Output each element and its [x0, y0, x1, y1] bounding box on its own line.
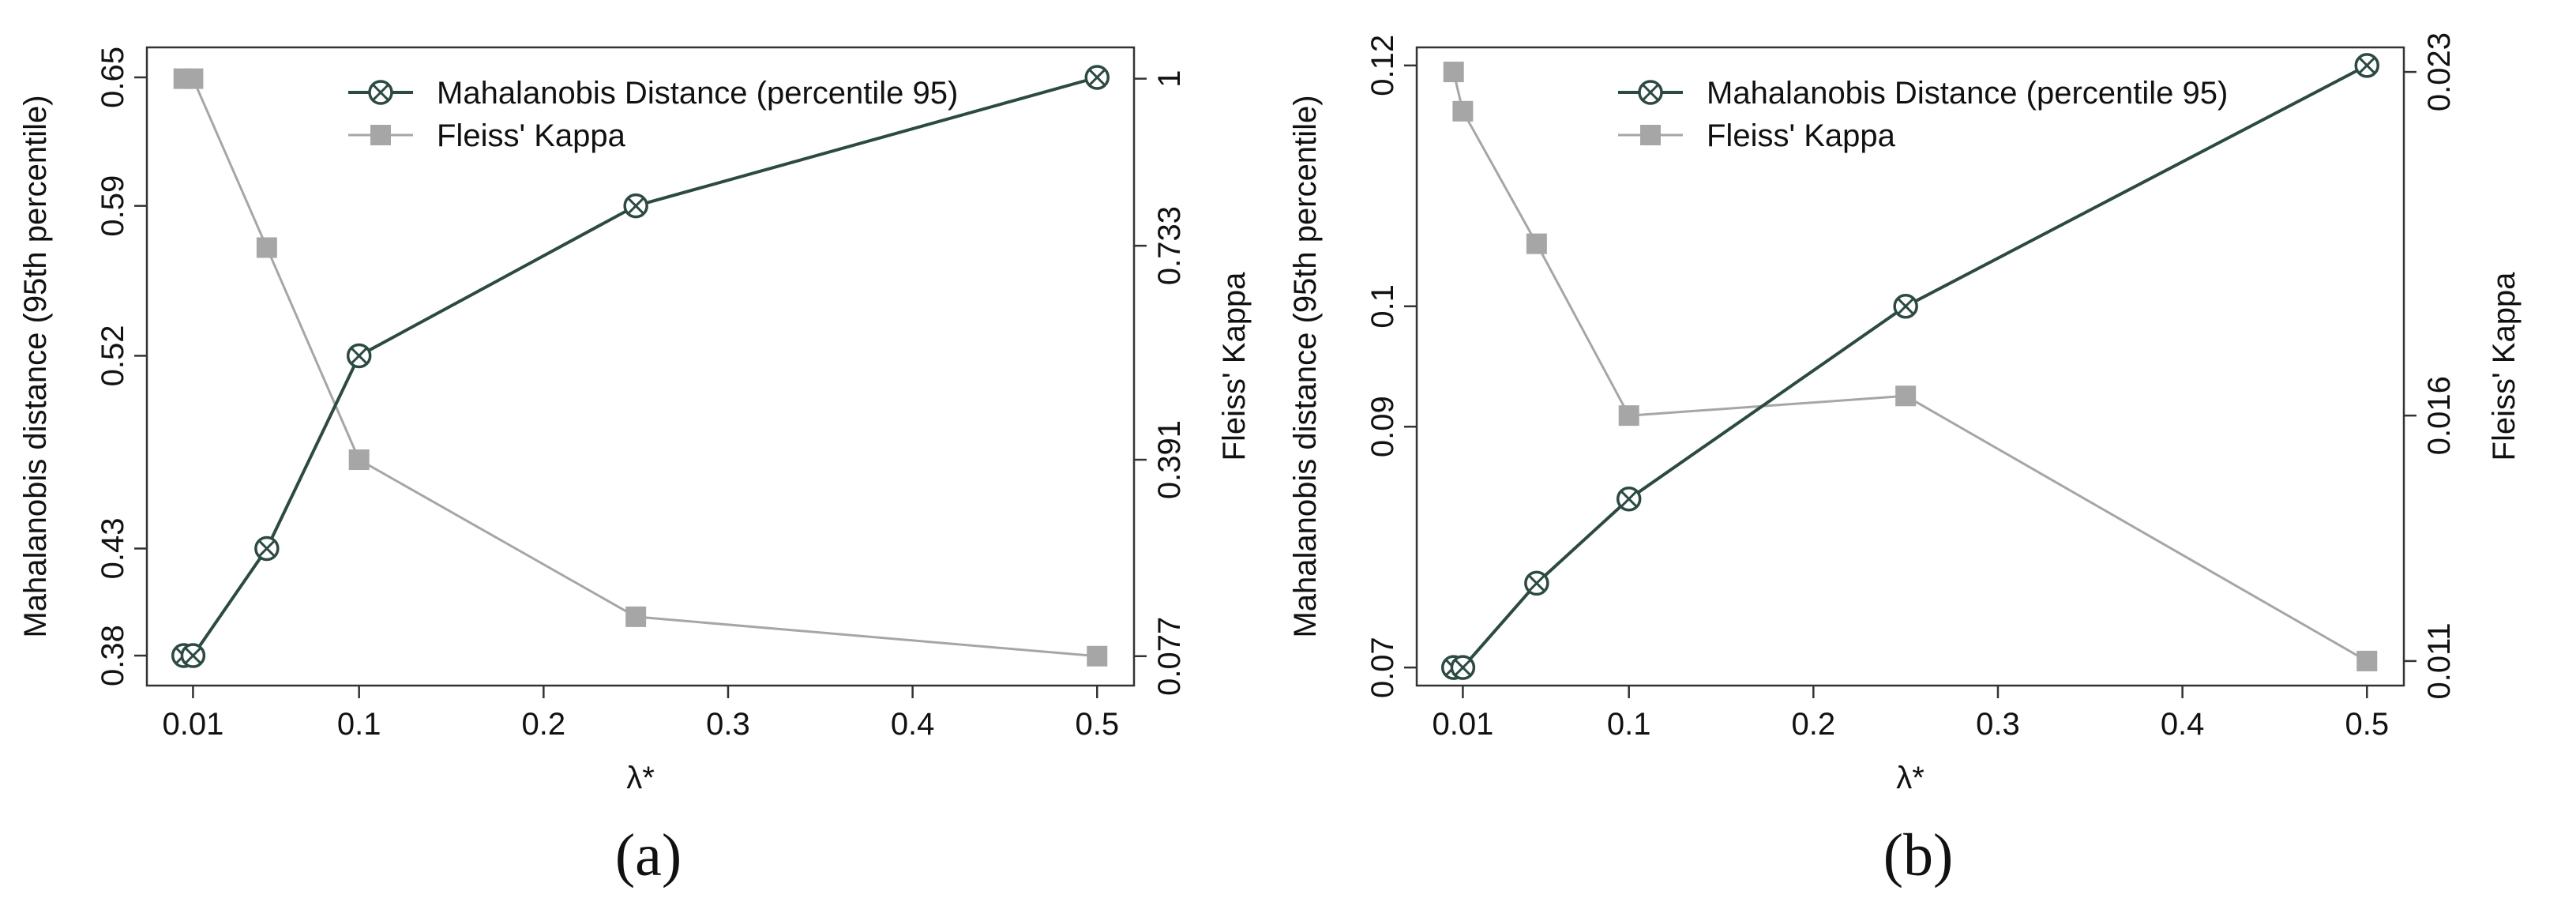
series-mahalanobis: [1440, 53, 2380, 680]
x-tick-label: 0.01: [1432, 707, 1493, 742]
series-line: [183, 76, 1098, 657]
series-line: [1453, 64, 2368, 670]
data-point-circle-x: [180, 643, 206, 668]
marker-cross-b: [627, 197, 645, 215]
legend-item: Mahalanobis Distance (percentile 95): [1618, 76, 2228, 111]
marker-cross-b: [350, 347, 368, 365]
legend: Mahalanobis Distance (percentile 95) Flei…: [348, 76, 958, 153]
right-tick-label: 0.023: [2422, 32, 2457, 111]
legend-marker-square: [370, 125, 391, 145]
right-tick-label: 0.391: [1152, 420, 1187, 499]
left-tick-label: 0.52: [96, 325, 130, 387]
data-point-square: [1087, 645, 1108, 667]
x-tick-label: 0.1: [1607, 707, 1651, 742]
plot-frame: [1415, 46, 2405, 687]
panel-caption: (b): [1883, 822, 1954, 889]
x-tick-label: 0.01: [162, 707, 223, 742]
x-tick-label: 0.1: [337, 707, 381, 742]
left-tick-label: 0.12: [1365, 35, 1400, 96]
data-point-square: [348, 449, 370, 471]
data-point-circle-x: [1524, 570, 1549, 596]
series-fleiss-kappa: [1443, 62, 2378, 671]
x-tick-label: 0.2: [522, 707, 566, 742]
right-tick-label: 0.733: [1152, 206, 1187, 285]
marker-cross-b: [1088, 68, 1106, 87]
data-point-square: [1526, 233, 1547, 254]
x-tick-label: 0.5: [2345, 707, 2389, 742]
legend-item: Mahalanobis Distance (percentile 95): [348, 76, 958, 111]
legend-marker-square: [1640, 125, 1661, 145]
legend-item: Fleiss' Kappa: [348, 118, 626, 153]
series-fleiss-kappa: [173, 68, 1108, 667]
chart-panel-a: 0.01 0.1 0.2 0.3 0.4 0.5 0.38 0.43 0.52 0.59 0.65 0…: [18, 46, 1252, 889]
left-tick-label: 0.59: [96, 175, 130, 237]
data-point-square: [1443, 62, 1464, 83]
x-tick-label: 0.4: [2161, 707, 2205, 742]
right-tick-label: 0.077: [1152, 617, 1187, 696]
left-tick-label: 0.43: [96, 518, 130, 580]
marker-cross-b: [1454, 659, 1472, 677]
data-point-circle-x: [623, 193, 648, 219]
x-tick-label: 0.3: [706, 707, 750, 742]
left-tick-label: 0.38: [96, 625, 130, 686]
legend-label: Fleiss' Kappa: [1707, 118, 1896, 153]
marker-cross-b: [2358, 56, 2376, 74]
marker-cross-b: [184, 646, 202, 665]
right-tick-label: 0.011: [2422, 622, 2457, 699]
data-point-circle-x: [1616, 486, 1642, 512]
data-point-square: [1618, 405, 1639, 427]
legend-marker-cross-b: [371, 83, 390, 102]
right-tick-label: 0.016: [2422, 376, 2457, 455]
x-tick-label: 0.3: [1976, 707, 2020, 742]
series-mahalanobis: [171, 65, 1110, 668]
data-point-square: [1895, 385, 1917, 407]
x-tick-label: 0.2: [1792, 707, 1836, 742]
y-axis-title-right: Fleiss' Kappa: [1217, 272, 1252, 461]
legend-marker-cross-b: [1641, 83, 1660, 102]
data-point-square: [625, 606, 647, 627]
data-point-square: [1452, 100, 1474, 122]
data-point-square: [182, 68, 204, 89]
left-tick-label: 0.09: [1365, 396, 1400, 457]
marker-cross-b: [1527, 574, 1545, 592]
x-tick-label: 0.4: [891, 707, 935, 742]
x-axis-title: λ*: [626, 761, 655, 795]
data-point-square: [256, 237, 277, 258]
data-point-circle-x: [1893, 294, 1918, 319]
x-axis-title: λ*: [1896, 761, 1924, 795]
data-point-circle-x: [1084, 65, 1110, 90]
y-axis-title-left: Mahalanobis distance (95th percentile): [18, 95, 53, 637]
data-point-circle-x: [1450, 655, 1476, 680]
left-tick-label: 0.07: [1365, 637, 1400, 698]
left-tick-label: 0.1: [1365, 284, 1400, 329]
series-line: [183, 77, 1098, 658]
marker-cross-b: [1897, 297, 1915, 315]
marker-cross-b: [257, 539, 276, 558]
data-point-circle-x: [2354, 53, 2380, 78]
legend-item: Fleiss' Kappa: [1618, 118, 1896, 153]
marker-cross-b: [1620, 490, 1638, 508]
y-axis-title-right: Fleiss' Kappa: [2487, 272, 2522, 461]
x-tick-label: 0.5: [1075, 707, 1119, 742]
plot-frame: [145, 46, 1136, 687]
left-tick-label: 0.65: [96, 47, 130, 108]
legend-label: Mahalanobis Distance (percentile 95): [437, 76, 958, 111]
y-axis-title-left: Mahalanobis distance (95th percentile): [1288, 95, 1323, 637]
data-point-square: [2356, 650, 2378, 671]
legend: Mahalanobis Distance (percentile 95) Flei…: [1618, 76, 2228, 153]
legend-label: Mahalanobis Distance (percentile 95): [1707, 76, 2228, 111]
chart-panel-b: 0.01 0.1 0.2 0.3 0.4 0.5 0.07 0.09 0.1 0.12 0.011 0…: [1288, 32, 2522, 889]
panel-caption: (a): [615, 822, 682, 889]
series-line: [1452, 71, 2368, 663]
data-point-circle-x: [254, 536, 280, 562]
data-point-circle-x: [346, 343, 372, 369]
right-tick-label: 1: [1152, 70, 1187, 87]
legend-label: Fleiss' Kappa: [437, 118, 626, 153]
